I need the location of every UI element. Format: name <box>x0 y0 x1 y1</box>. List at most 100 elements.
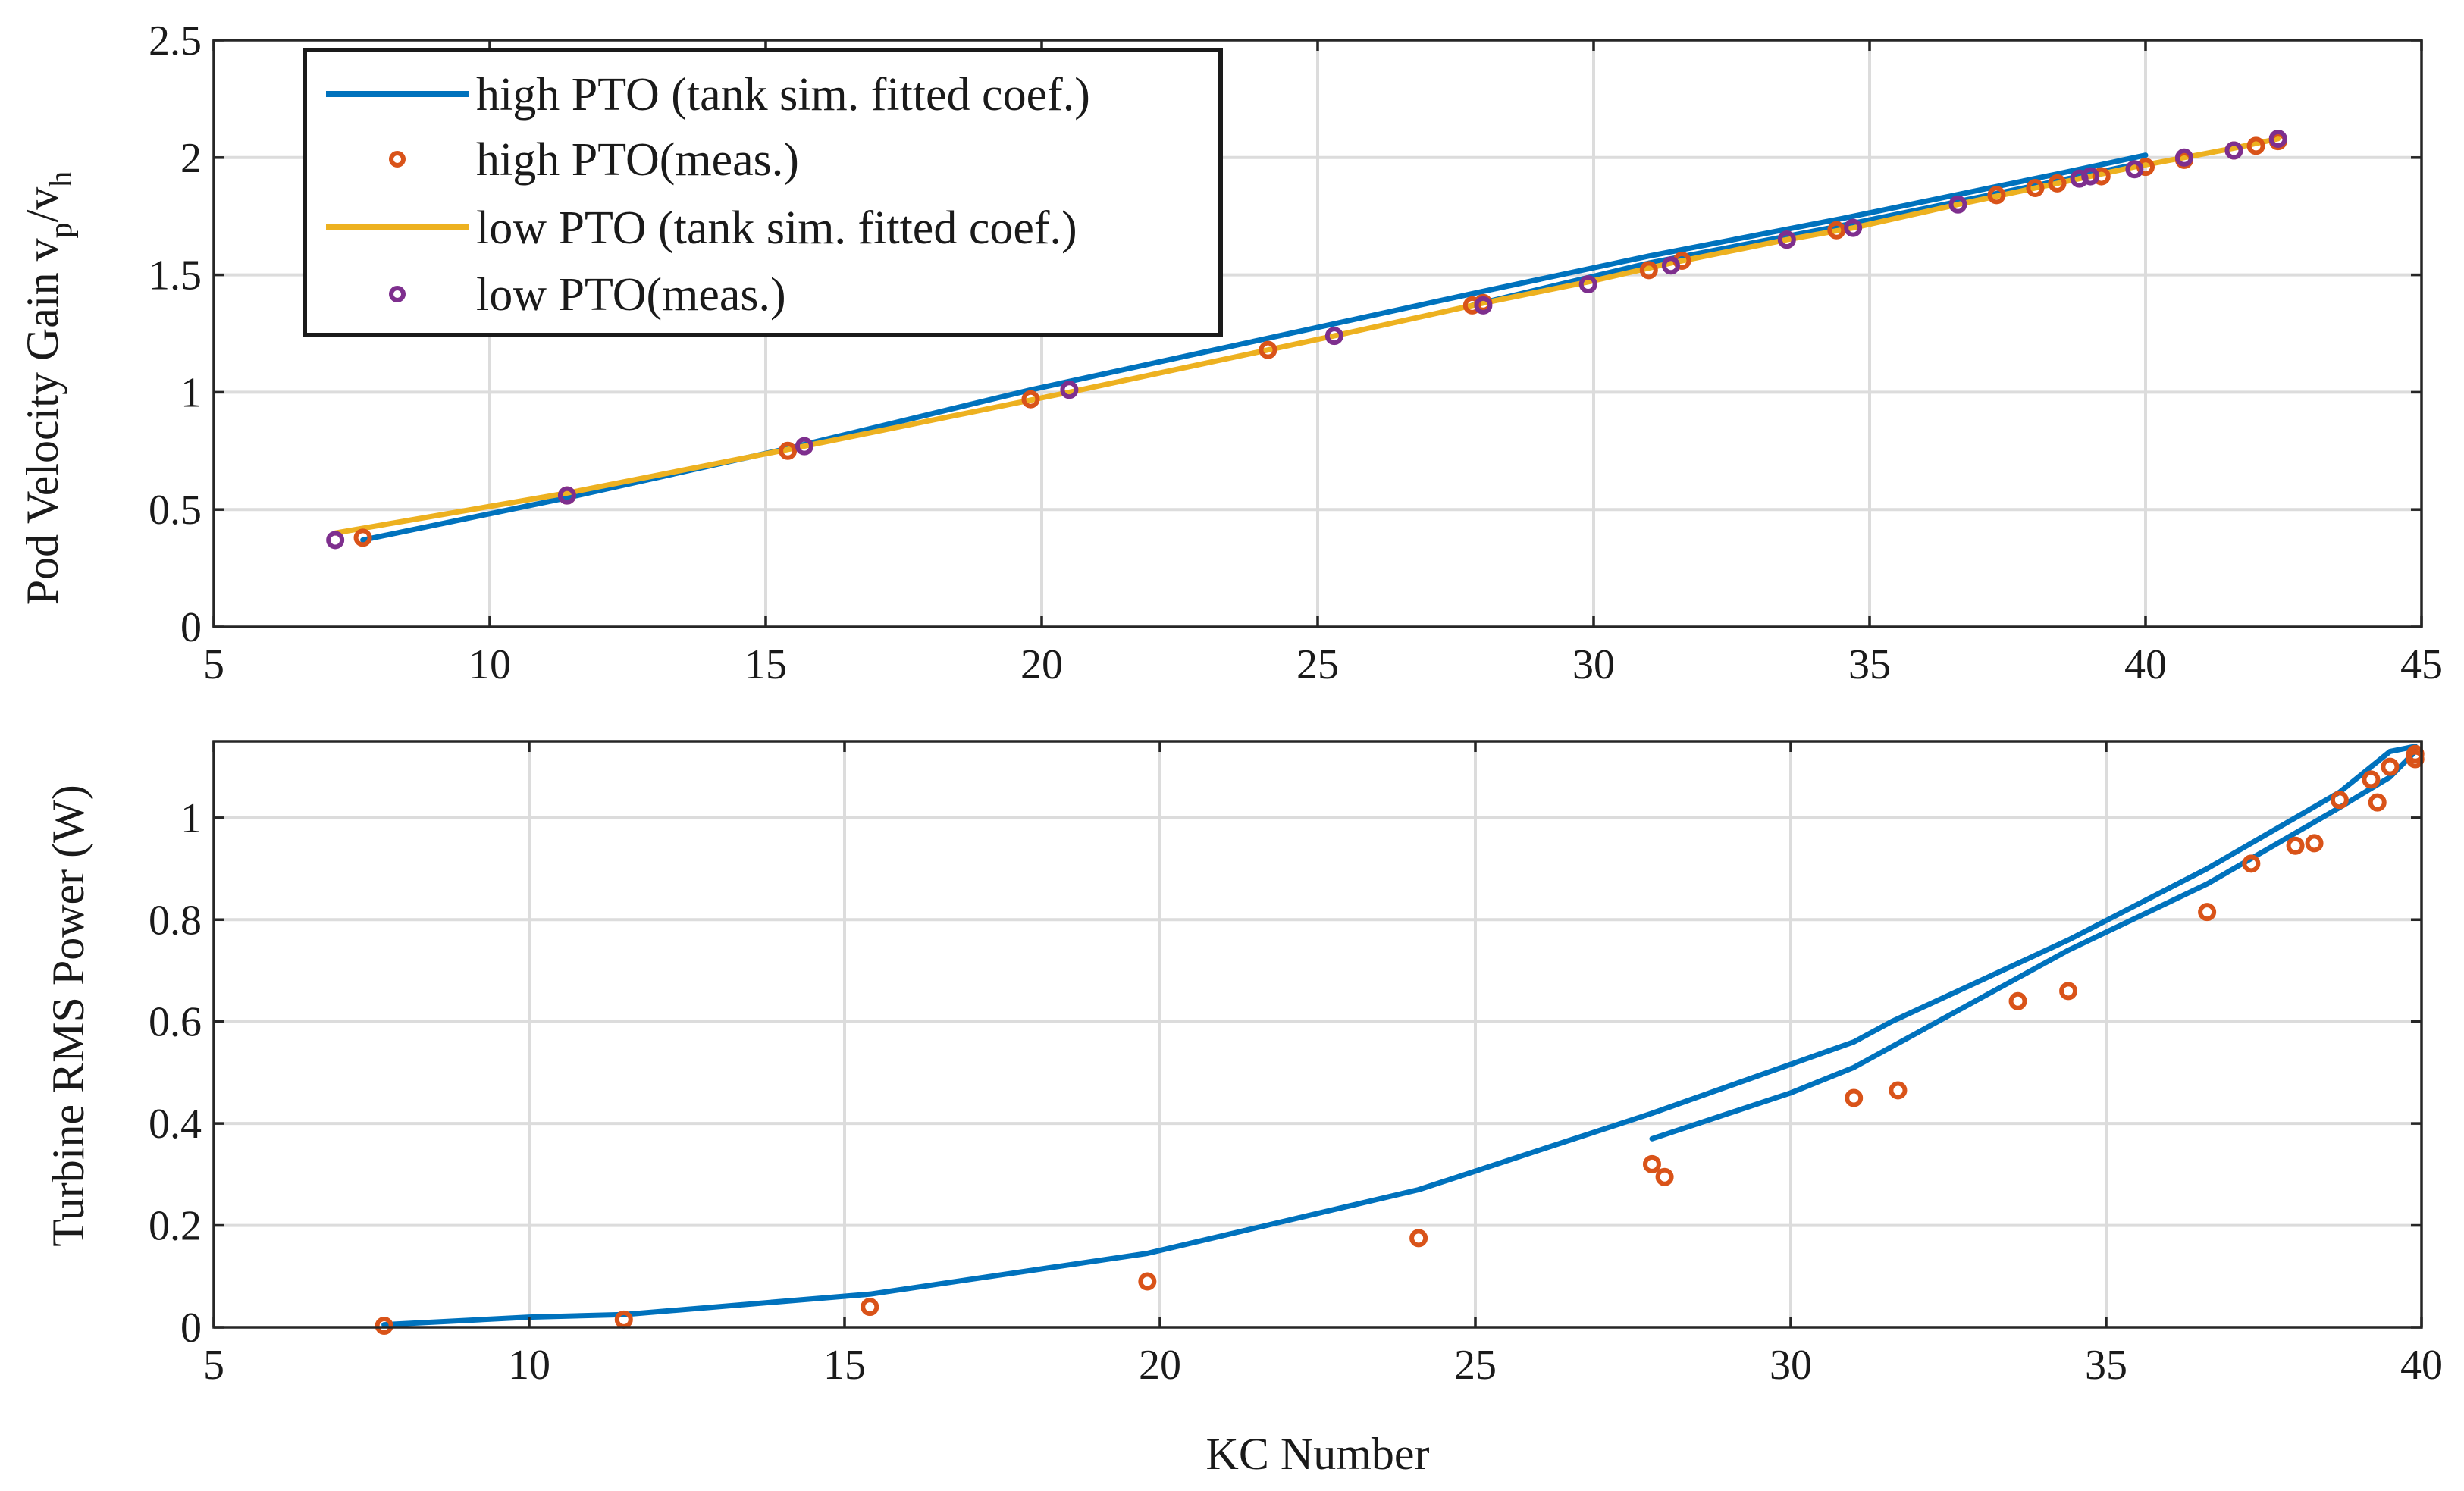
top-ytick-label-2: 1 <box>180 369 202 416</box>
bottom-series-2-point-13 <box>2286 836 2305 855</box>
bottom-xtick-label-6: 35 <box>2085 1342 2127 1389</box>
bottom-series-2-point-3 <box>1138 1272 1157 1291</box>
top-xtick-label-1: 10 <box>469 641 511 688</box>
top-series-3-point-13 <box>2048 174 2067 193</box>
bottom-y-axis-label: Turbine RMS Power (W) <box>43 785 93 1246</box>
top-series-3-point-14 <box>2092 167 2111 186</box>
bottom-series-2-point-9 <box>2008 991 2027 1010</box>
top-ytick-label-3: 1.5 <box>149 252 202 299</box>
top-xtick-label-7: 40 <box>2124 641 2167 688</box>
top-series-4-point-14 <box>2174 148 2193 167</box>
top-ylabel-sub-h: h <box>44 171 79 187</box>
bottom-series-line-1 <box>1649 748 2419 1142</box>
velocity-gain-chart: 5 10 15 20 25 30 35 40 45 0 0.5 1 1.5 2 2.5 Pod Veloci… <box>17 17 2443 688</box>
bottom-series-2-point-8 <box>1889 1081 1908 1100</box>
bottom-series-2-point-2 <box>861 1298 879 1317</box>
top-series-3-point-7 <box>1639 261 1658 280</box>
top-ytick-label-5: 2.5 <box>149 17 202 64</box>
top-series-4-point-15 <box>2224 141 2243 160</box>
legend-label-low-line: low PTO (tank sim. fitted coef.) <box>476 202 1077 254</box>
turbine-power-chart: 5 10 15 20 25 30 35 40 0 0.2 0.4 0.6 0.8 1 Turbine RM… <box>43 740 2443 1479</box>
top-series-4-point-8 <box>1777 230 1796 249</box>
top-series-4-point-13 <box>2125 160 2144 179</box>
legend-swatch-high-meas <box>389 151 406 168</box>
bottom-grid <box>214 741 2422 1327</box>
top-series-3-point-0 <box>353 528 372 547</box>
legend-swatch-low-meas <box>389 286 406 302</box>
top-series-3-point-2 <box>779 441 798 460</box>
bottom-xtick-label-0: 5 <box>203 1342 224 1389</box>
bottom-series-line-0 <box>381 744 2419 1328</box>
top-ytick-label-4: 2 <box>180 135 202 182</box>
top-series-4-point-3 <box>1060 381 1079 399</box>
bottom-series-2-point-12 <box>2242 854 2261 873</box>
top-series-4-point-2 <box>795 437 813 456</box>
top-series-4-point-1 <box>557 486 576 505</box>
top-xtick-label-0: 5 <box>203 641 224 688</box>
bottom-xtick-label-7: 40 <box>2400 1342 2443 1389</box>
top-series-4-point-16 <box>2268 130 2287 149</box>
top-series-3-point-4 <box>1259 340 1277 359</box>
legend-label-high-meas: high PTO(meas.) <box>476 134 799 186</box>
bottom-series-2-point-7 <box>1845 1088 1864 1107</box>
bottom-x-axis-label: KC Number <box>1206 1429 1430 1479</box>
bottom-series-2-point-14 <box>2305 834 2324 853</box>
top-ylabel-slash: /v <box>17 187 67 223</box>
top-series-3-point-18 <box>2246 136 2265 155</box>
top-xtick-label-4: 25 <box>1296 641 1339 688</box>
bottom-series-2-point-17 <box>2368 793 2387 812</box>
top-series-3-point-10 <box>1827 221 1846 240</box>
top-xtick-label-3: 20 <box>1020 641 1063 688</box>
bottom-ytick-label-5: 1 <box>180 795 202 842</box>
bottom-series-2-point-15 <box>2330 791 2349 810</box>
top-series-4-point-9 <box>1844 218 1863 237</box>
legend-label-low-meas: low PTO(meas.) <box>476 269 786 321</box>
bottom-ytick-label-1: 0.2 <box>149 1203 202 1250</box>
top-series <box>326 130 2287 550</box>
bottom-xtick-label-2: 15 <box>823 1342 866 1389</box>
top-ytick-label-0: 0 <box>180 604 202 651</box>
legend-label-high-line: high PTO (tank sim. fitted coef.) <box>476 69 1090 121</box>
top-series-4-point-5 <box>1474 296 1493 315</box>
bottom-series-2-point-4 <box>1409 1229 1428 1248</box>
top-ylabel-main: Pod Velocity Gain v <box>17 238 67 605</box>
bottom-xtick-label-1: 10 <box>508 1342 550 1389</box>
bottom-xtick-label-4: 25 <box>1454 1342 1497 1389</box>
top-series-4-point-4 <box>1324 327 1343 346</box>
top-axes <box>212 39 2423 628</box>
bottom-ytick-label-2: 0.4 <box>149 1101 202 1148</box>
top-series-4-point-10 <box>1948 195 1967 214</box>
top-series-4-point-7 <box>1661 256 1680 275</box>
bottom-series-2-point-11 <box>2198 903 2217 922</box>
top-xtick-label-6: 35 <box>1848 641 1891 688</box>
top-series-line-2 <box>332 136 2281 536</box>
legend: high PTO (tank sim. fitted coef.) high P… <box>303 48 1223 337</box>
top-xtick-label-5: 30 <box>1572 641 1615 688</box>
bottom-series-2-point-0 <box>375 1316 393 1335</box>
bottom-ytick-label-3: 0.6 <box>149 999 202 1046</box>
top-xtick-label-2: 15 <box>745 641 787 688</box>
top-series-3-point-3 <box>1021 390 1040 409</box>
top-ylabel-sub-p: p <box>44 222 79 238</box>
bottom-axes <box>212 740 2423 1329</box>
bottom-series-2-point-10 <box>2059 982 2078 1001</box>
bottom-series-2-point-16 <box>2362 770 2381 789</box>
top-series-3-point-12 <box>2026 179 2045 198</box>
top-series-4-point-6 <box>1578 274 1597 293</box>
bottom-axes-box <box>212 740 2423 1329</box>
bottom-series-2-point-5 <box>1642 1154 1661 1173</box>
bottom-tick-labels: 5 10 15 20 25 30 35 40 0 0.2 0.4 0.6 0.8 1 <box>149 795 2443 1389</box>
bottom-ytick-label-4: 0.8 <box>149 897 202 944</box>
top-series-3-point-11 <box>1987 186 2006 205</box>
top-series-4-point-12 <box>2081 167 2100 186</box>
bottom-ytick-label-0: 0 <box>180 1305 202 1352</box>
legend-box <box>303 48 1223 337</box>
top-xtick-label-8: 45 <box>2400 641 2443 688</box>
bottom-xtick-label-5: 30 <box>1770 1342 1812 1389</box>
top-y-axis-label: Pod Velocity Gain vp/vh <box>17 171 79 606</box>
bottom-series-2-point-6 <box>1655 1167 1674 1186</box>
bottom-series-2-point-18 <box>2381 757 2400 776</box>
top-ytick-label-1: 0.5 <box>149 487 202 534</box>
top-tick-labels: 5 10 15 20 25 30 35 40 45 0 0.5 1 1.5 2 2.5 <box>149 17 2443 688</box>
